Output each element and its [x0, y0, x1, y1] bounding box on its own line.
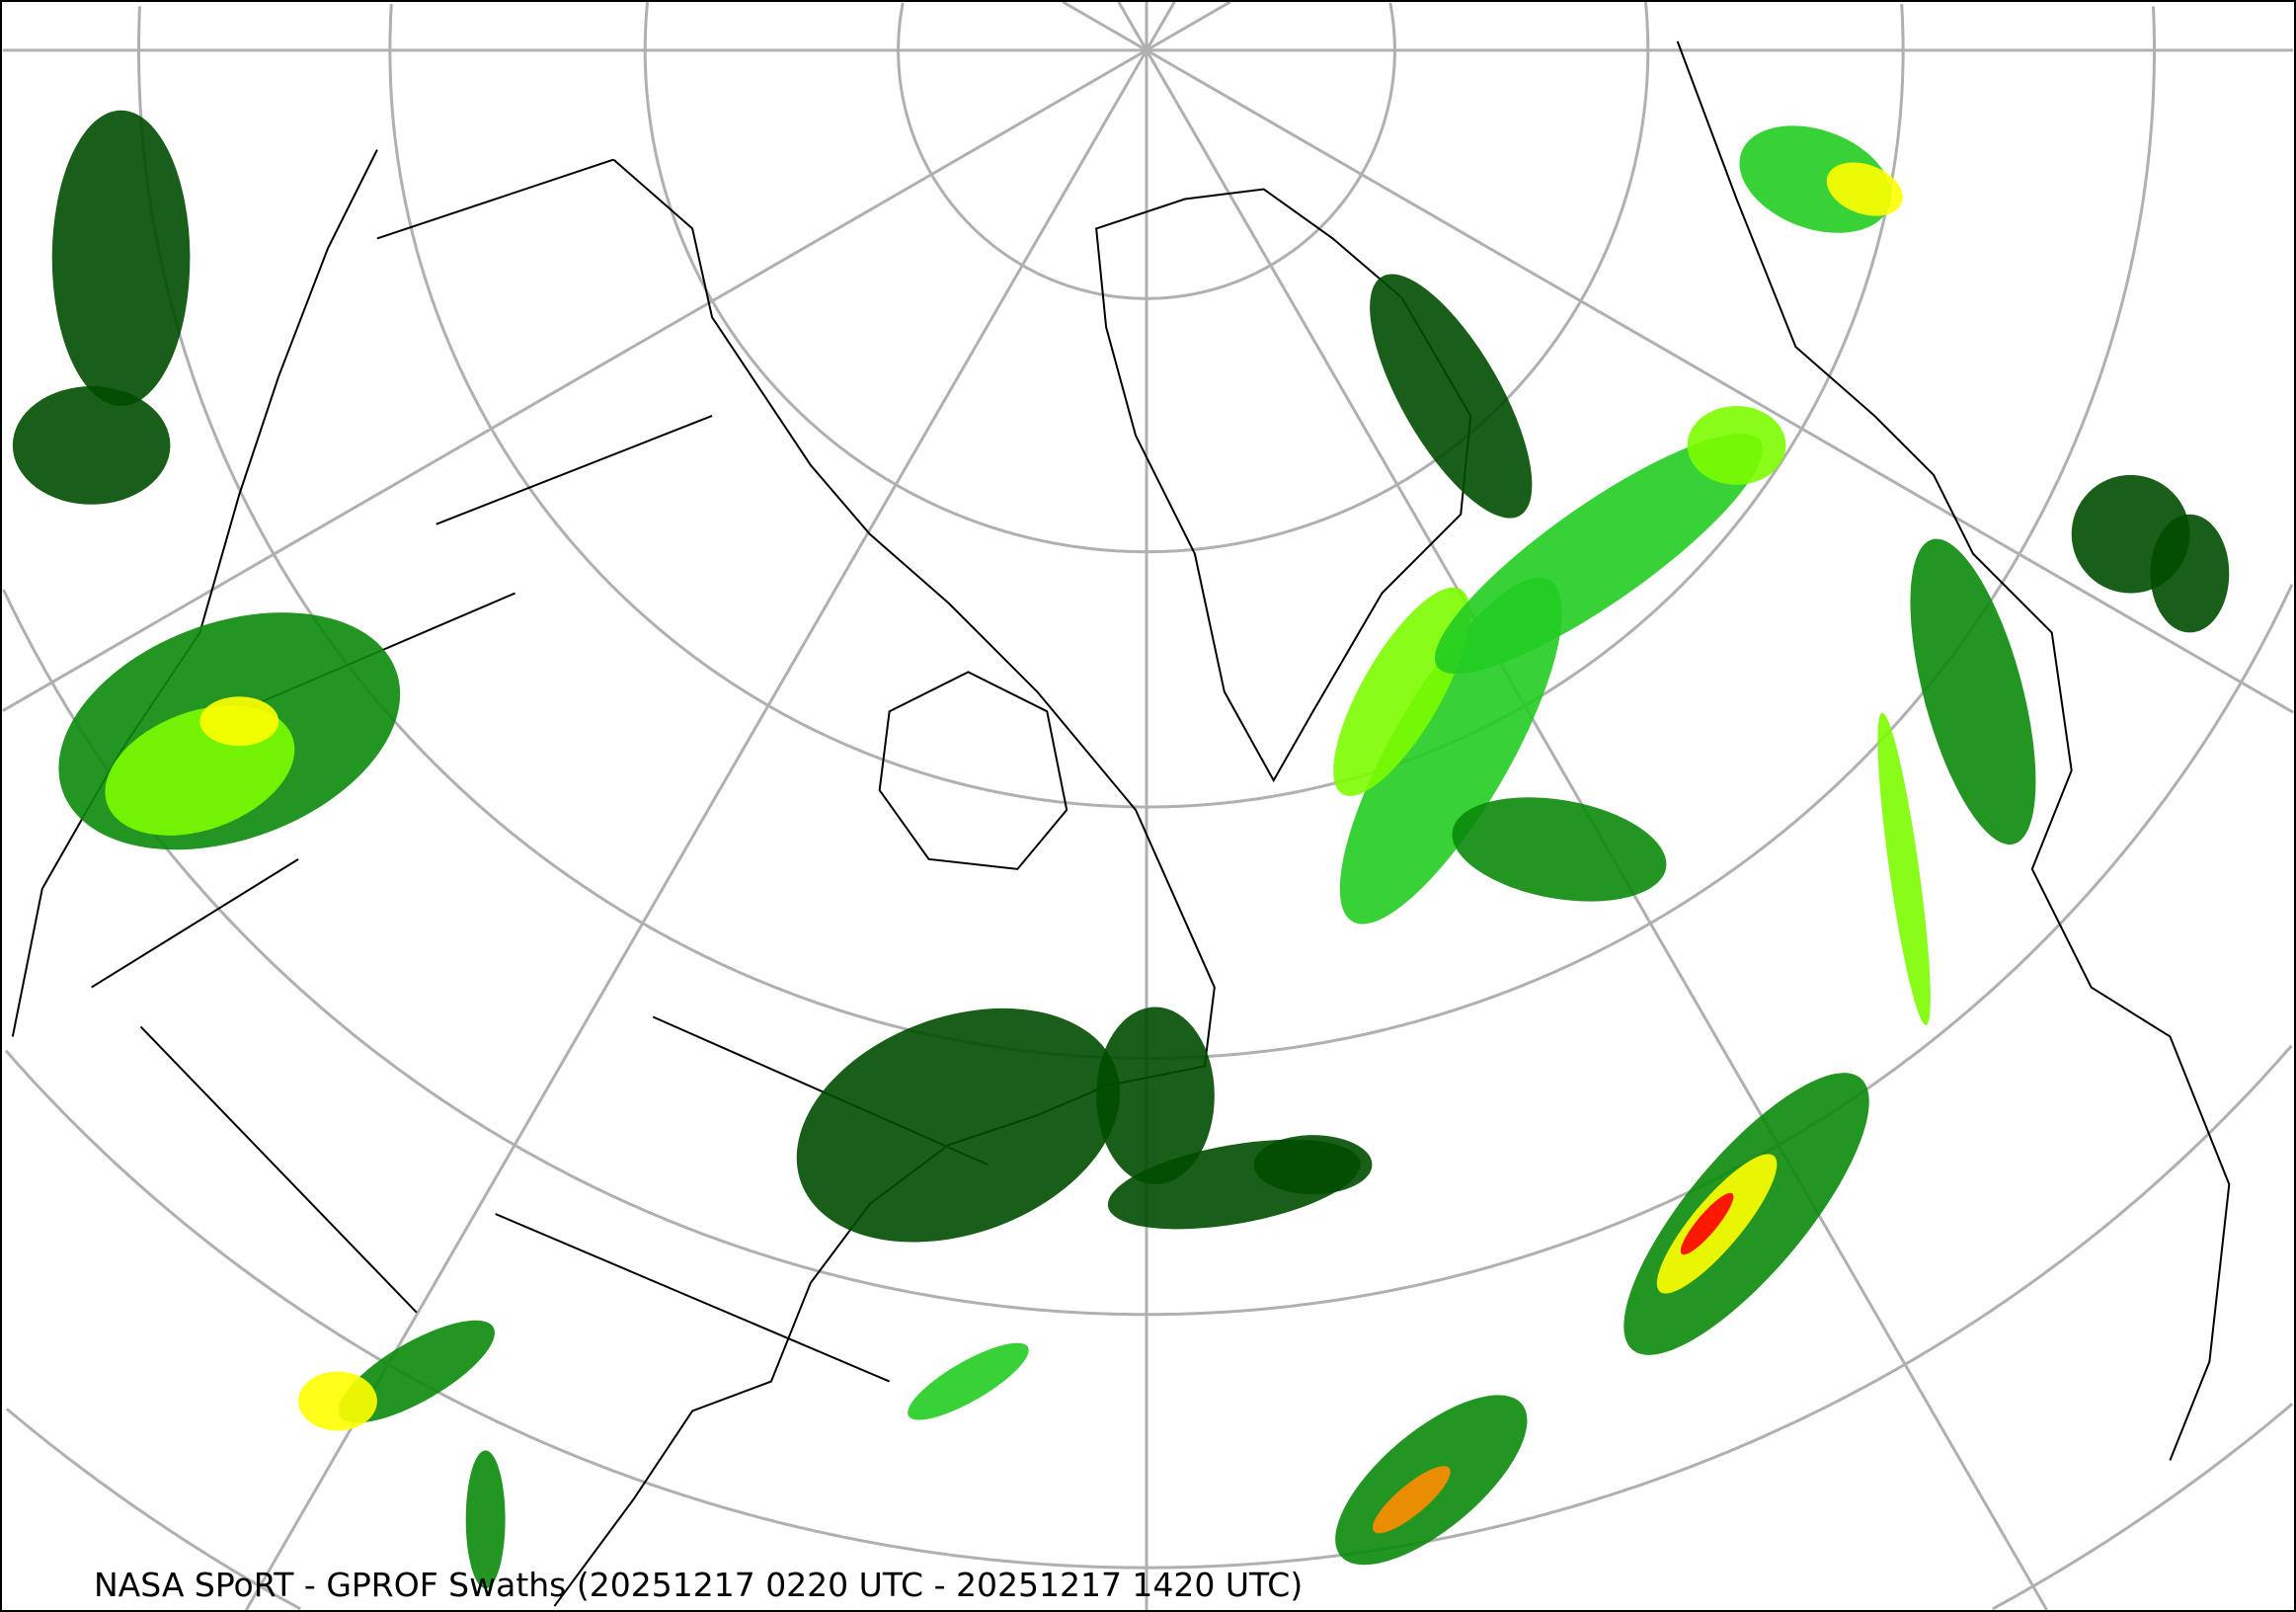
latitude-circle — [388, 4, 1905, 809]
precip-cell — [199, 696, 279, 747]
precip-cell — [465, 1450, 506, 1589]
precip-cell — [2071, 474, 2190, 594]
precip-cell — [51, 110, 191, 406]
coastlines-borders — [11, 40, 2231, 1607]
precip-cell — [1372, 1466, 1451, 1534]
latitude-circle — [2, 584, 2294, 1317]
precip-cell — [338, 1320, 495, 1423]
meridian-line — [2, 48, 1148, 712]
hudson-bay — [878, 671, 1069, 870]
precip-cell — [1680, 1192, 1734, 1255]
greenland-coast — [1095, 188, 1472, 783]
precip-cell — [1687, 405, 1786, 485]
meridian-line — [1146, 2, 1231, 52]
latitude-circle — [4, 1044, 2293, 1570]
us-state-borders — [91, 158, 989, 1383]
map-title: NASA SPoRT - GPROF Swaths (20251217 0220… — [94, 1566, 1304, 1604]
precipitation-swaths — [12, 110, 2230, 1589]
precip-cell — [1877, 712, 1931, 1025]
precip-cell — [1452, 797, 1667, 902]
precip-cell — [1370, 274, 1533, 519]
precip-cell — [1253, 1135, 1373, 1195]
precip-cell — [1333, 587, 1470, 796]
latitude-circle — [643, 2, 1650, 554]
precip-cell — [1826, 162, 1903, 216]
north-america-coast — [553, 158, 1216, 1607]
meridian-line — [1145, 2, 1176, 51]
precip-cell — [1096, 1007, 1215, 1185]
precip-cell — [1434, 434, 1763, 675]
meridian-line — [1062, 2, 1148, 52]
precip-cell — [12, 386, 171, 505]
latitude-circle — [5, 1403, 2294, 1610]
europe-coast — [1676, 40, 2231, 1461]
west-coast — [11, 149, 378, 1037]
precip-cell — [1910, 538, 2036, 845]
meridian-line — [1146, 48, 2294, 714]
precip-cell — [298, 1371, 377, 1431]
precip-cell — [1339, 577, 1562, 925]
precip-cell — [908, 1342, 1029, 1420]
precip-cell — [796, 1008, 1121, 1243]
meridian-line — [1117, 2, 1148, 51]
latitude-circle — [897, 2, 1396, 300]
